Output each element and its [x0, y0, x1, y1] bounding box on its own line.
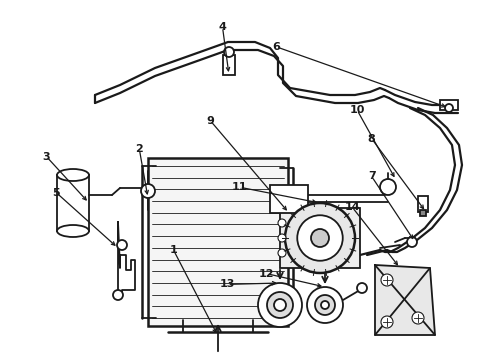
Circle shape [379, 179, 395, 195]
Bar [223, 55, 235, 75]
Bar [439, 100, 457, 110]
Text: 4: 4 [218, 22, 226, 32]
Circle shape [444, 104, 452, 112]
Polygon shape [374, 265, 434, 335]
Circle shape [306, 287, 342, 323]
Text: 14: 14 [344, 202, 359, 212]
Bar [57, 175, 89, 231]
Text: 11: 11 [231, 182, 247, 192]
Bar [280, 208, 359, 268]
Circle shape [278, 249, 285, 257]
Text: 6: 6 [272, 42, 280, 52]
Bar [148, 158, 287, 326]
Text: 8: 8 [367, 134, 375, 144]
Circle shape [314, 295, 334, 315]
Ellipse shape [57, 169, 89, 181]
Circle shape [297, 215, 342, 261]
Circle shape [310, 229, 328, 247]
Circle shape [113, 290, 123, 300]
Text: 9: 9 [206, 116, 214, 126]
Circle shape [320, 301, 328, 309]
Circle shape [273, 299, 285, 311]
Circle shape [356, 283, 366, 293]
Bar [417, 196, 427, 212]
Circle shape [278, 219, 285, 227]
Circle shape [380, 316, 392, 328]
Circle shape [266, 292, 292, 318]
Circle shape [224, 47, 234, 57]
Circle shape [141, 184, 155, 198]
Text: 1: 1 [169, 245, 177, 255]
Circle shape [285, 203, 354, 273]
Circle shape [117, 240, 127, 250]
Bar [419, 210, 425, 216]
Text: 10: 10 [348, 105, 364, 115]
Circle shape [411, 312, 423, 324]
Circle shape [278, 234, 285, 242]
Bar [269, 185, 307, 213]
Text: 12: 12 [258, 269, 274, 279]
Circle shape [406, 237, 416, 247]
Ellipse shape [57, 225, 89, 237]
Circle shape [380, 274, 392, 286]
Circle shape [258, 283, 302, 327]
Text: 7: 7 [367, 171, 375, 181]
Text: 5: 5 [52, 188, 60, 198]
Text: 3: 3 [42, 152, 50, 162]
Text: 13: 13 [219, 279, 235, 289]
Text: 2: 2 [135, 144, 143, 154]
